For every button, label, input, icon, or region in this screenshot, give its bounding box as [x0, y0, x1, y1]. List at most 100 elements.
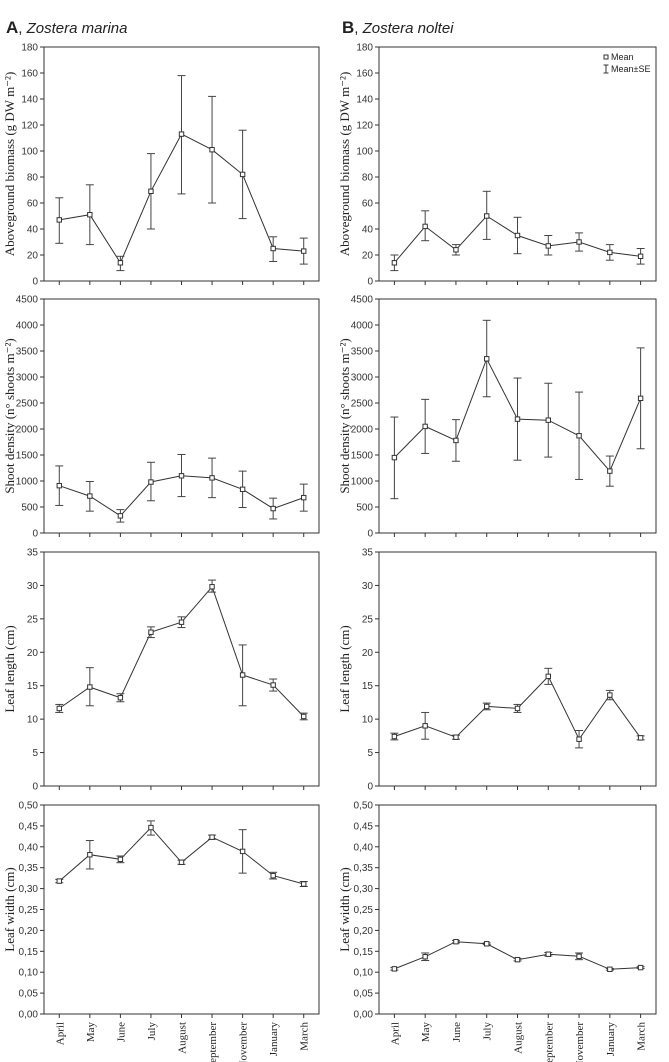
- data-point: [56, 482, 62, 489]
- data-point: [484, 356, 490, 362]
- y-tick-label: 120: [21, 121, 38, 132]
- y-tick-label: 0: [367, 529, 373, 540]
- y-tick-label: 0: [32, 782, 38, 793]
- y-tick-label: 0,30: [19, 884, 39, 895]
- data-point: [391, 260, 398, 266]
- data-point: [87, 212, 93, 218]
- data-point: [239, 486, 246, 493]
- y-tick-label: 80: [27, 173, 39, 184]
- data-point: [607, 468, 613, 474]
- y-axis-label: Leaf length (cm): [337, 625, 352, 712]
- y-tick-label: 60: [27, 199, 39, 210]
- data-point: [148, 479, 154, 485]
- data-point: [422, 223, 428, 230]
- data-point: [607, 249, 613, 256]
- data-point: [391, 454, 398, 461]
- chart-b-3: 0,00 0,05 0,10 0,15 0,20 0,25 0,30 0,35 0,40 0,45…: [337, 801, 657, 1062]
- y-tick-label: 3000: [16, 373, 39, 384]
- data-point: [270, 682, 276, 688]
- data-point: [178, 131, 185, 137]
- y-tick-label: 140: [356, 95, 373, 106]
- y-tick-label: 0: [32, 277, 38, 288]
- y-tick-label: 120: [356, 121, 373, 132]
- data-point: [576, 736, 582, 742]
- legend-se-marker: [603, 64, 609, 74]
- y-tick-label: 0,25: [354, 905, 374, 916]
- series-line: [394, 941, 641, 970]
- y-tick-label: 5: [367, 748, 373, 759]
- data-point: [56, 705, 62, 712]
- data-point: [239, 848, 246, 855]
- data-point: [239, 171, 246, 178]
- y-tick-label: 0,15: [19, 947, 39, 958]
- y-tick-label: 25: [362, 614, 374, 625]
- y-tick-label: 0: [367, 782, 373, 793]
- data-point: [514, 705, 521, 712]
- data-point: [239, 672, 246, 678]
- x-tick-label: June: [451, 1022, 463, 1042]
- y-tick-label: 0,50: [354, 801, 374, 812]
- legend-meanse-label: Mean±SE: [611, 64, 650, 74]
- data-point: [301, 494, 307, 501]
- y-tick-label: 0,05: [19, 989, 39, 1000]
- data-point: [270, 245, 276, 252]
- y-tick-label: 60: [362, 199, 374, 210]
- panel-b-species: Zostera noltei: [362, 20, 455, 37]
- y-tick-label: 3000: [351, 373, 374, 384]
- y-tick-label: 4500: [16, 295, 39, 306]
- data-point: [117, 260, 124, 266]
- y-tick-label: 140: [21, 95, 38, 106]
- chart-a-1: 0 500 1000 1500 2000 2500 3000 3500 4000 4500 Shoo…: [2, 295, 320, 540]
- data-point: [178, 859, 185, 865]
- data-point: [87, 852, 93, 858]
- data-point: [422, 723, 428, 729]
- y-tick-label: 180: [356, 43, 373, 54]
- legend: Mean Mean±SE: [603, 52, 650, 74]
- y-axis-label: Shoot density (n° shoots m⁻²): [2, 338, 17, 493]
- y-tick-label: 160: [356, 69, 373, 80]
- data-point: [391, 966, 398, 972]
- data-point: [576, 953, 582, 960]
- data-point: [87, 493, 93, 499]
- chart-a-0: 0 20 40 60 80 100 120 140 160 180 Aboveground biom…: [2, 43, 320, 288]
- data-point: [514, 956, 521, 963]
- x-tick-label: July: [482, 1022, 494, 1041]
- x-tick-label: April: [54, 1022, 66, 1045]
- y-tick-label: 10: [27, 715, 39, 726]
- y-tick-label: 0,35: [354, 863, 374, 874]
- panel-a-letter: A: [6, 18, 18, 37]
- data-point: [484, 941, 490, 947]
- plot-frame: [43, 551, 320, 787]
- y-tick-label: 180: [21, 43, 38, 54]
- y-tick-label: 25: [27, 614, 39, 625]
- y-tick-label: 0,05: [354, 989, 374, 1000]
- data-point: [56, 878, 62, 884]
- x-tick-label: June: [115, 1022, 127, 1042]
- y-tick-label: 0,20: [354, 926, 374, 937]
- y-tick-label: 0,30: [354, 884, 374, 895]
- chart-b-2: 0 5 10 15 20 25 30 35 Leaf length (cm): [337, 548, 657, 793]
- x-tick-label: May: [85, 1022, 97, 1043]
- chart-a-3: 0,00 0,05 0,10 0,15 0,20 0,25 0,30 0,35 0,40 0,45…: [2, 801, 320, 1062]
- y-tick-label: 2000: [16, 425, 39, 436]
- y-axis-label: Leaf width (cm): [2, 867, 17, 951]
- legend-mean-label: Mean: [611, 52, 634, 62]
- data-point: [637, 735, 644, 741]
- data-point: [209, 475, 215, 481]
- y-tick-label: 30: [362, 581, 374, 592]
- x-tick-label: September: [543, 1022, 555, 1062]
- y-tick-label: 3500: [16, 347, 39, 358]
- x-tick-label: August: [513, 1022, 525, 1054]
- panel-b-letter: B: [342, 18, 354, 37]
- y-tick-label: 1500: [16, 451, 39, 462]
- data-point: [148, 824, 154, 831]
- y-axis-label: Leaf length (cm): [2, 625, 17, 712]
- y-tick-label: 35: [27, 548, 39, 559]
- plot-frame: [43, 298, 320, 534]
- panel-a-species: Zostera marina: [26, 20, 128, 37]
- y-axis-label: Leaf width (cm): [337, 867, 352, 951]
- data-point: [484, 213, 490, 219]
- data-point: [637, 395, 644, 402]
- x-tick-label: March: [636, 1022, 648, 1051]
- y-tick-label: 100: [356, 147, 373, 158]
